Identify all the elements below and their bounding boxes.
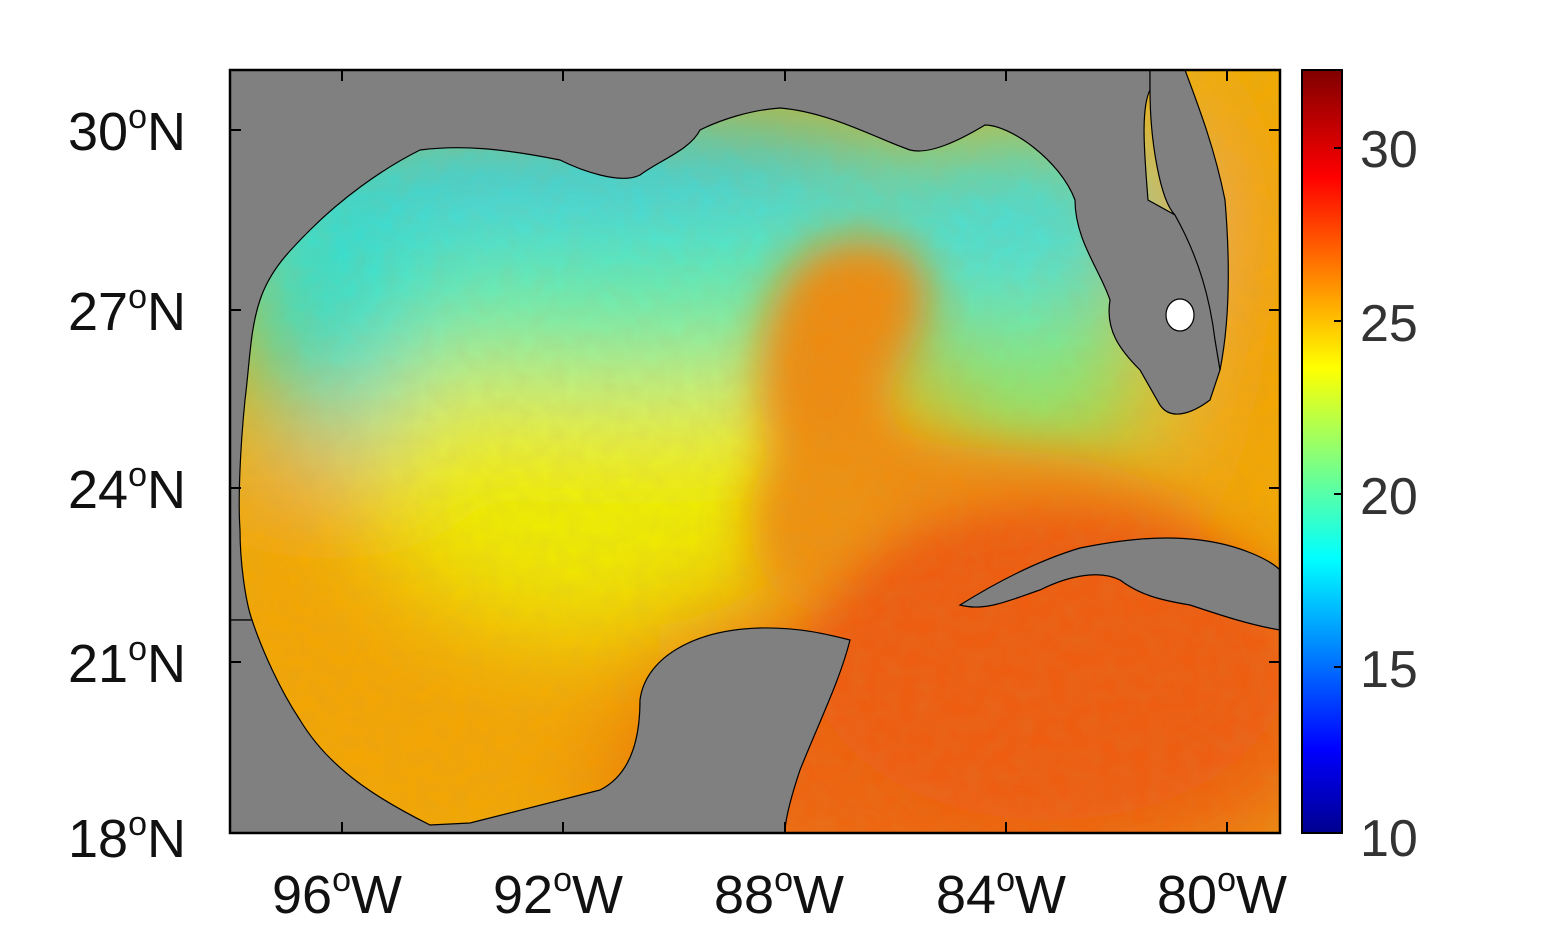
land-masses <box>230 70 1280 833</box>
axis-ticks <box>230 70 1280 834</box>
lon-tick-label-96w: 96oW <box>272 861 402 925</box>
cuba <box>958 537 1280 631</box>
colorbar-label-20: 20 <box>1360 468 1418 526</box>
sst-field <box>230 70 1280 833</box>
colorbar-ticks <box>1334 147 1342 834</box>
us-gulf-coast <box>230 70 1226 621</box>
lat-tick-label-18n: 18oN <box>68 805 186 869</box>
lat-tick-label-30n: 30oN <box>68 98 186 162</box>
colorbar-label-25: 25 <box>1360 295 1418 353</box>
lat-tick-label-21n: 21oN <box>68 630 186 694</box>
colorbar <box>1301 69 1343 834</box>
lat-tick-label-24n: 24oN <box>68 456 186 520</box>
colorbar-label-10: 10 <box>1360 810 1418 868</box>
lon-tick-label-84w: 84oW <box>936 861 1066 925</box>
colorbar-label-15: 15 <box>1360 641 1418 699</box>
plot-frame <box>228 68 1282 835</box>
south-florida-coast <box>1149 70 1229 371</box>
lon-tick-label-88w: 88oW <box>714 861 844 925</box>
colorbar-label-30: 30 <box>1360 121 1418 179</box>
lake-okeechobee <box>1165 298 1195 332</box>
lat-tick-label-27n: 27oN <box>68 278 186 342</box>
mexico-coast <box>230 619 851 833</box>
lon-tick-label-80w: 80oW <box>1157 861 1287 925</box>
lon-tick-label-92w: 92oW <box>493 861 623 925</box>
